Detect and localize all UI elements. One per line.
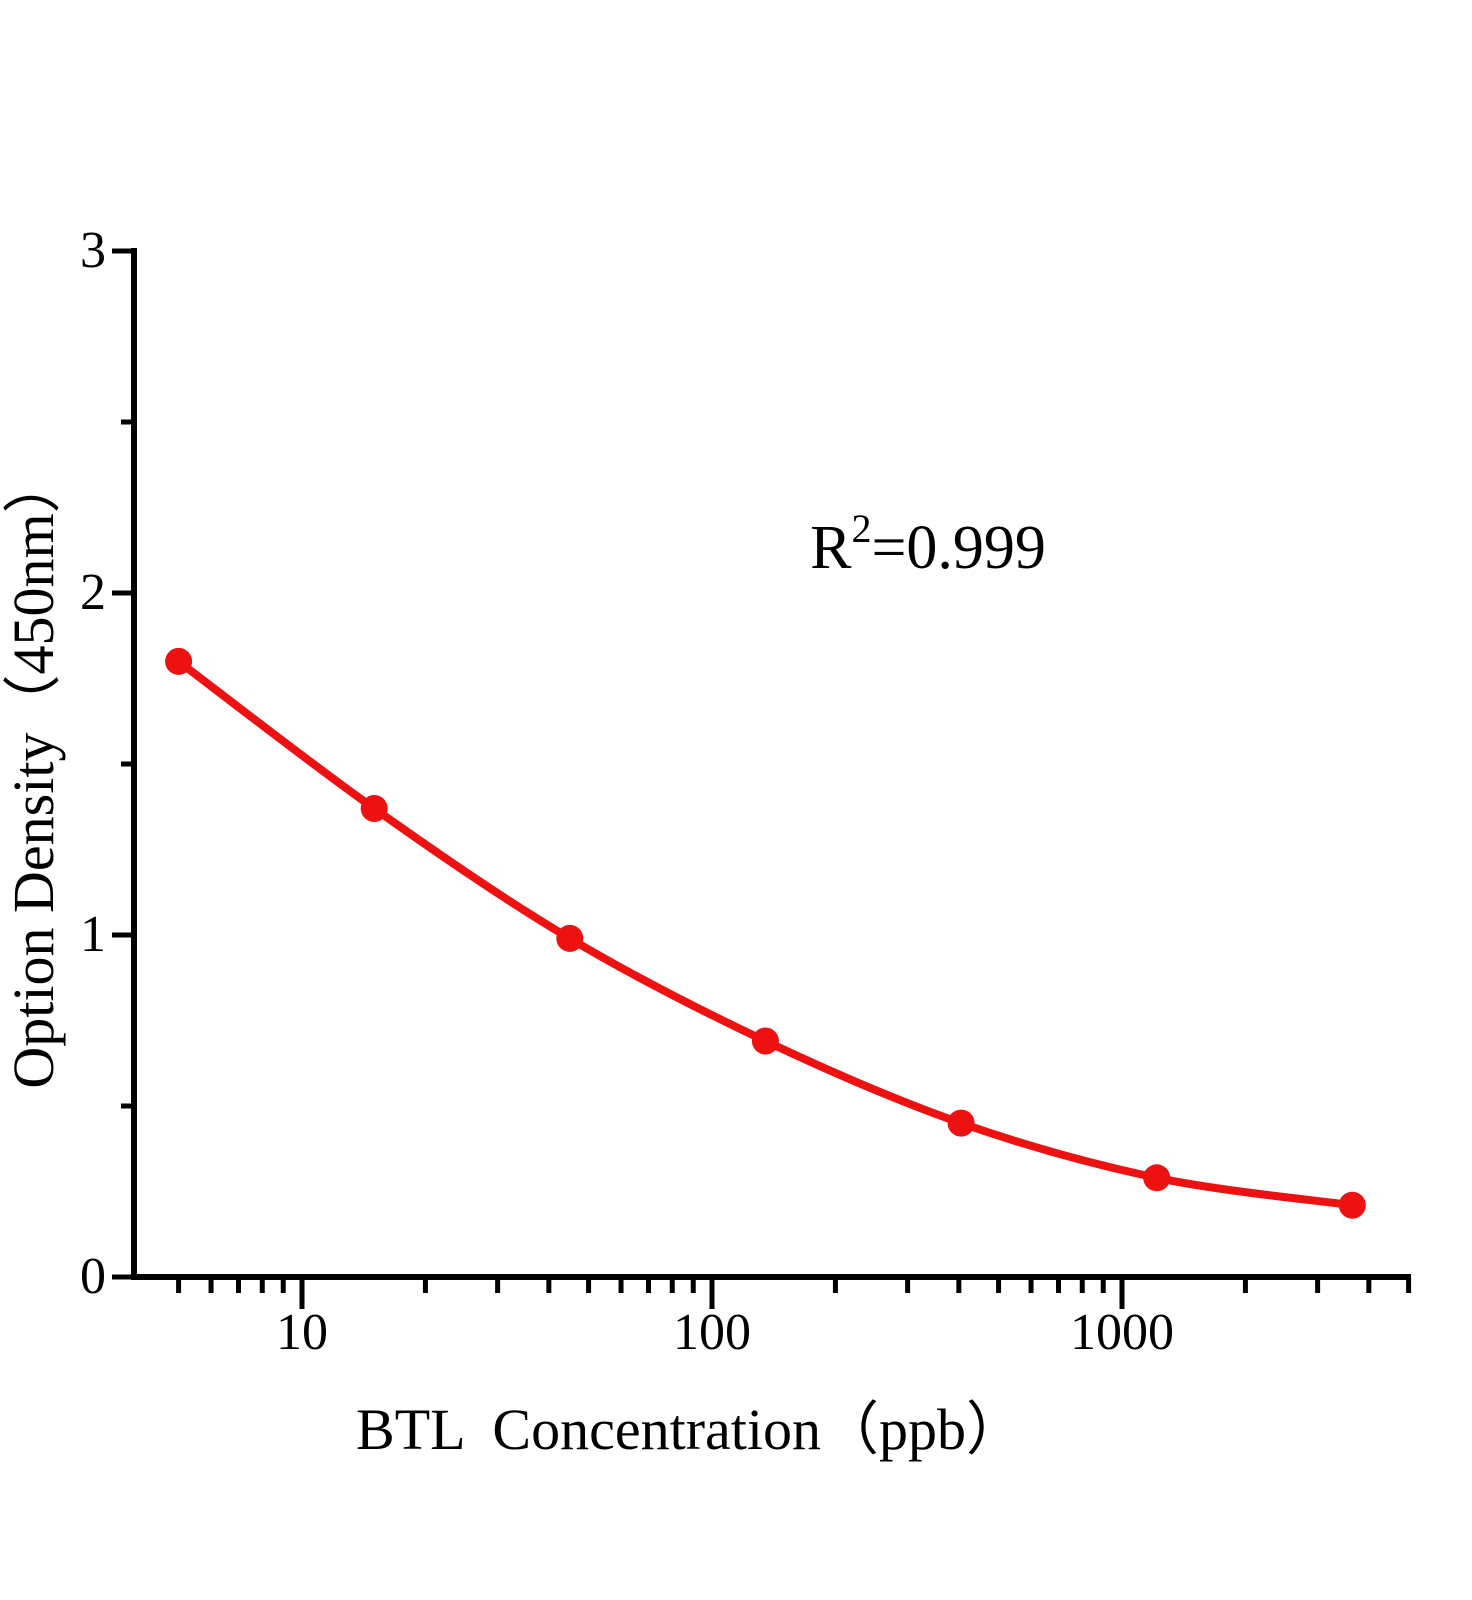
r-squared-value: =0.999 bbox=[871, 514, 1046, 582]
r-squared-exponent: 2 bbox=[851, 506, 872, 552]
data-point bbox=[165, 647, 193, 675]
x-axis-label: BTL Concentration（ppb） bbox=[356, 1397, 1024, 1462]
x-tick-label: 100 bbox=[673, 1304, 751, 1361]
data-point bbox=[751, 1027, 779, 1055]
y-tick-label: 1 bbox=[80, 906, 106, 963]
y-axis-label: Option Density（450nm） bbox=[1, 455, 66, 1089]
r-squared-base: R bbox=[810, 514, 852, 582]
data-point bbox=[1338, 1191, 1366, 1219]
standard-curve-line bbox=[174, 657, 1357, 1210]
data-point bbox=[556, 924, 584, 952]
x-tick-label: 1000 bbox=[1070, 1304, 1174, 1361]
x-tick-label: 10 bbox=[276, 1304, 328, 1361]
r-squared-annotation: R2=0.999 bbox=[678, 508, 1178, 588]
y-tick-label: 2 bbox=[80, 564, 106, 621]
data-point bbox=[1143, 1164, 1171, 1192]
y-tick-label: 0 bbox=[80, 1248, 106, 1305]
data-point bbox=[360, 795, 388, 822]
data-point bbox=[947, 1109, 975, 1137]
y-tick-label: 3 bbox=[80, 222, 106, 279]
